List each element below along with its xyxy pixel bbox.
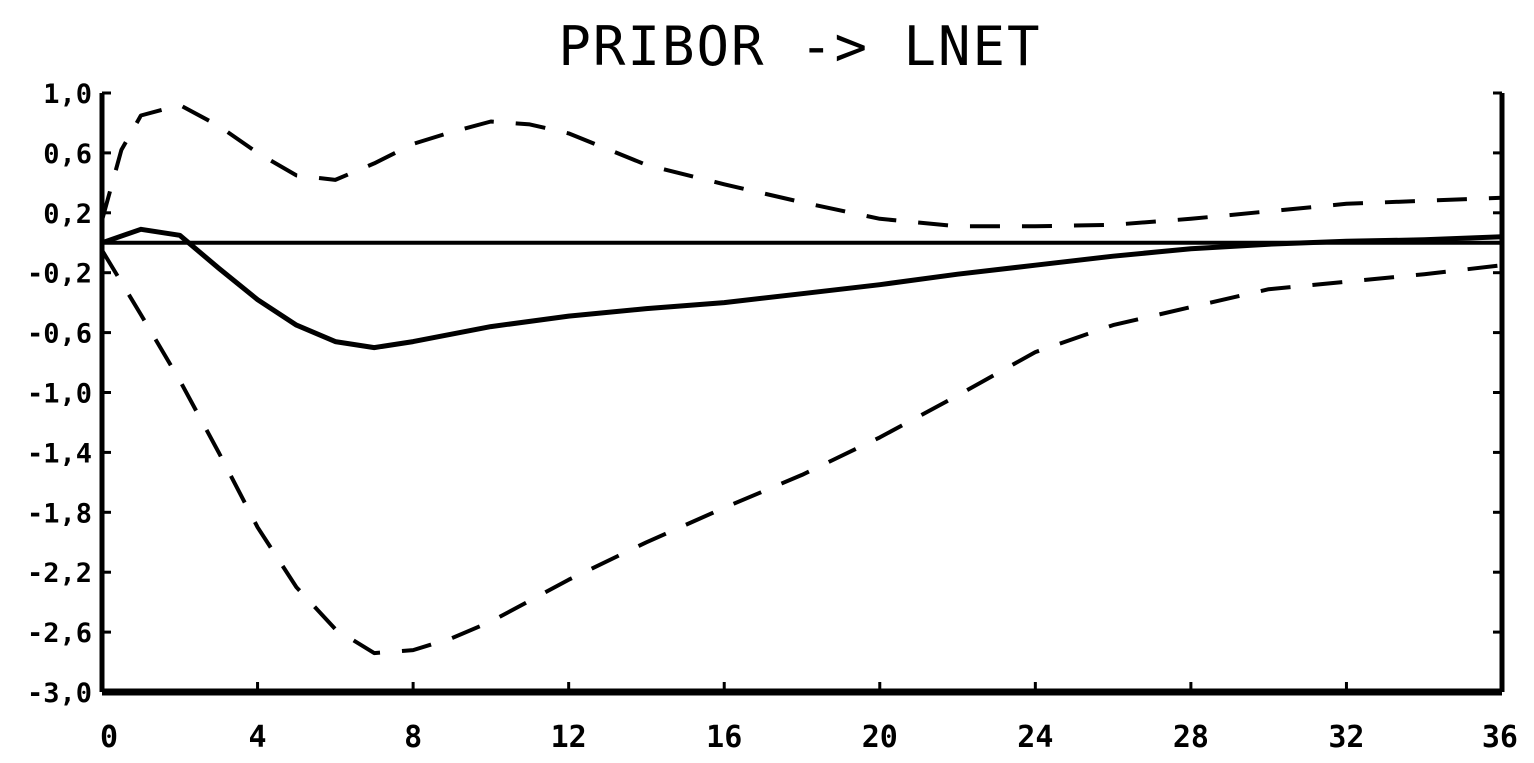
- y-tick-label: -1,4: [27, 438, 92, 469]
- y-tick-label: -0,6: [27, 319, 92, 350]
- x-tick-label: 8: [404, 720, 422, 755]
- y-tick-label: -2,2: [27, 558, 92, 589]
- y-tick-label: 1,0: [43, 79, 92, 110]
- y-tick-label: -2,6: [27, 618, 92, 649]
- series-line-upper-band: [100, 103, 1503, 229]
- chart-title: PRIBOR -> LNET: [558, 15, 1041, 78]
- x-tick-label: 4: [249, 720, 267, 755]
- y-tick-label: -1,8: [27, 498, 92, 529]
- x-tick-label: 0: [100, 720, 118, 755]
- x-tick-label: 32: [1328, 720, 1364, 755]
- y-tick-label: 0,6: [43, 139, 92, 170]
- x-tick-label: 20: [862, 720, 898, 755]
- x-tick-label: 12: [551, 720, 587, 755]
- x-tick-label: 16: [706, 720, 742, 755]
- series-lines: [100, 103, 1503, 656]
- y-tick-label: -0,2: [27, 259, 92, 290]
- series-line-lower-band: [100, 249, 1503, 656]
- plot-frame: [99, 93, 1505, 696]
- x-tick-label: 36: [1482, 720, 1518, 755]
- y-tick-label: 0,2: [43, 199, 92, 230]
- x-tick-label: 28: [1173, 720, 1209, 755]
- x-tick-label: 24: [1017, 720, 1053, 755]
- x-axis-ticks: 0 4 8 12 16 20 24 28 32 36: [100, 682, 1518, 755]
- y-tick-label: -1,0: [27, 379, 92, 410]
- y-axis-ticks: 1,0 0,6 0,2 -0,2 -0,6 -1,0 -1,4 -1,8 -2,2 -2,6 -3,…: [27, 79, 1502, 709]
- y-tick-label: -3,0: [27, 678, 92, 709]
- series-line-response: [101, 226, 1503, 351]
